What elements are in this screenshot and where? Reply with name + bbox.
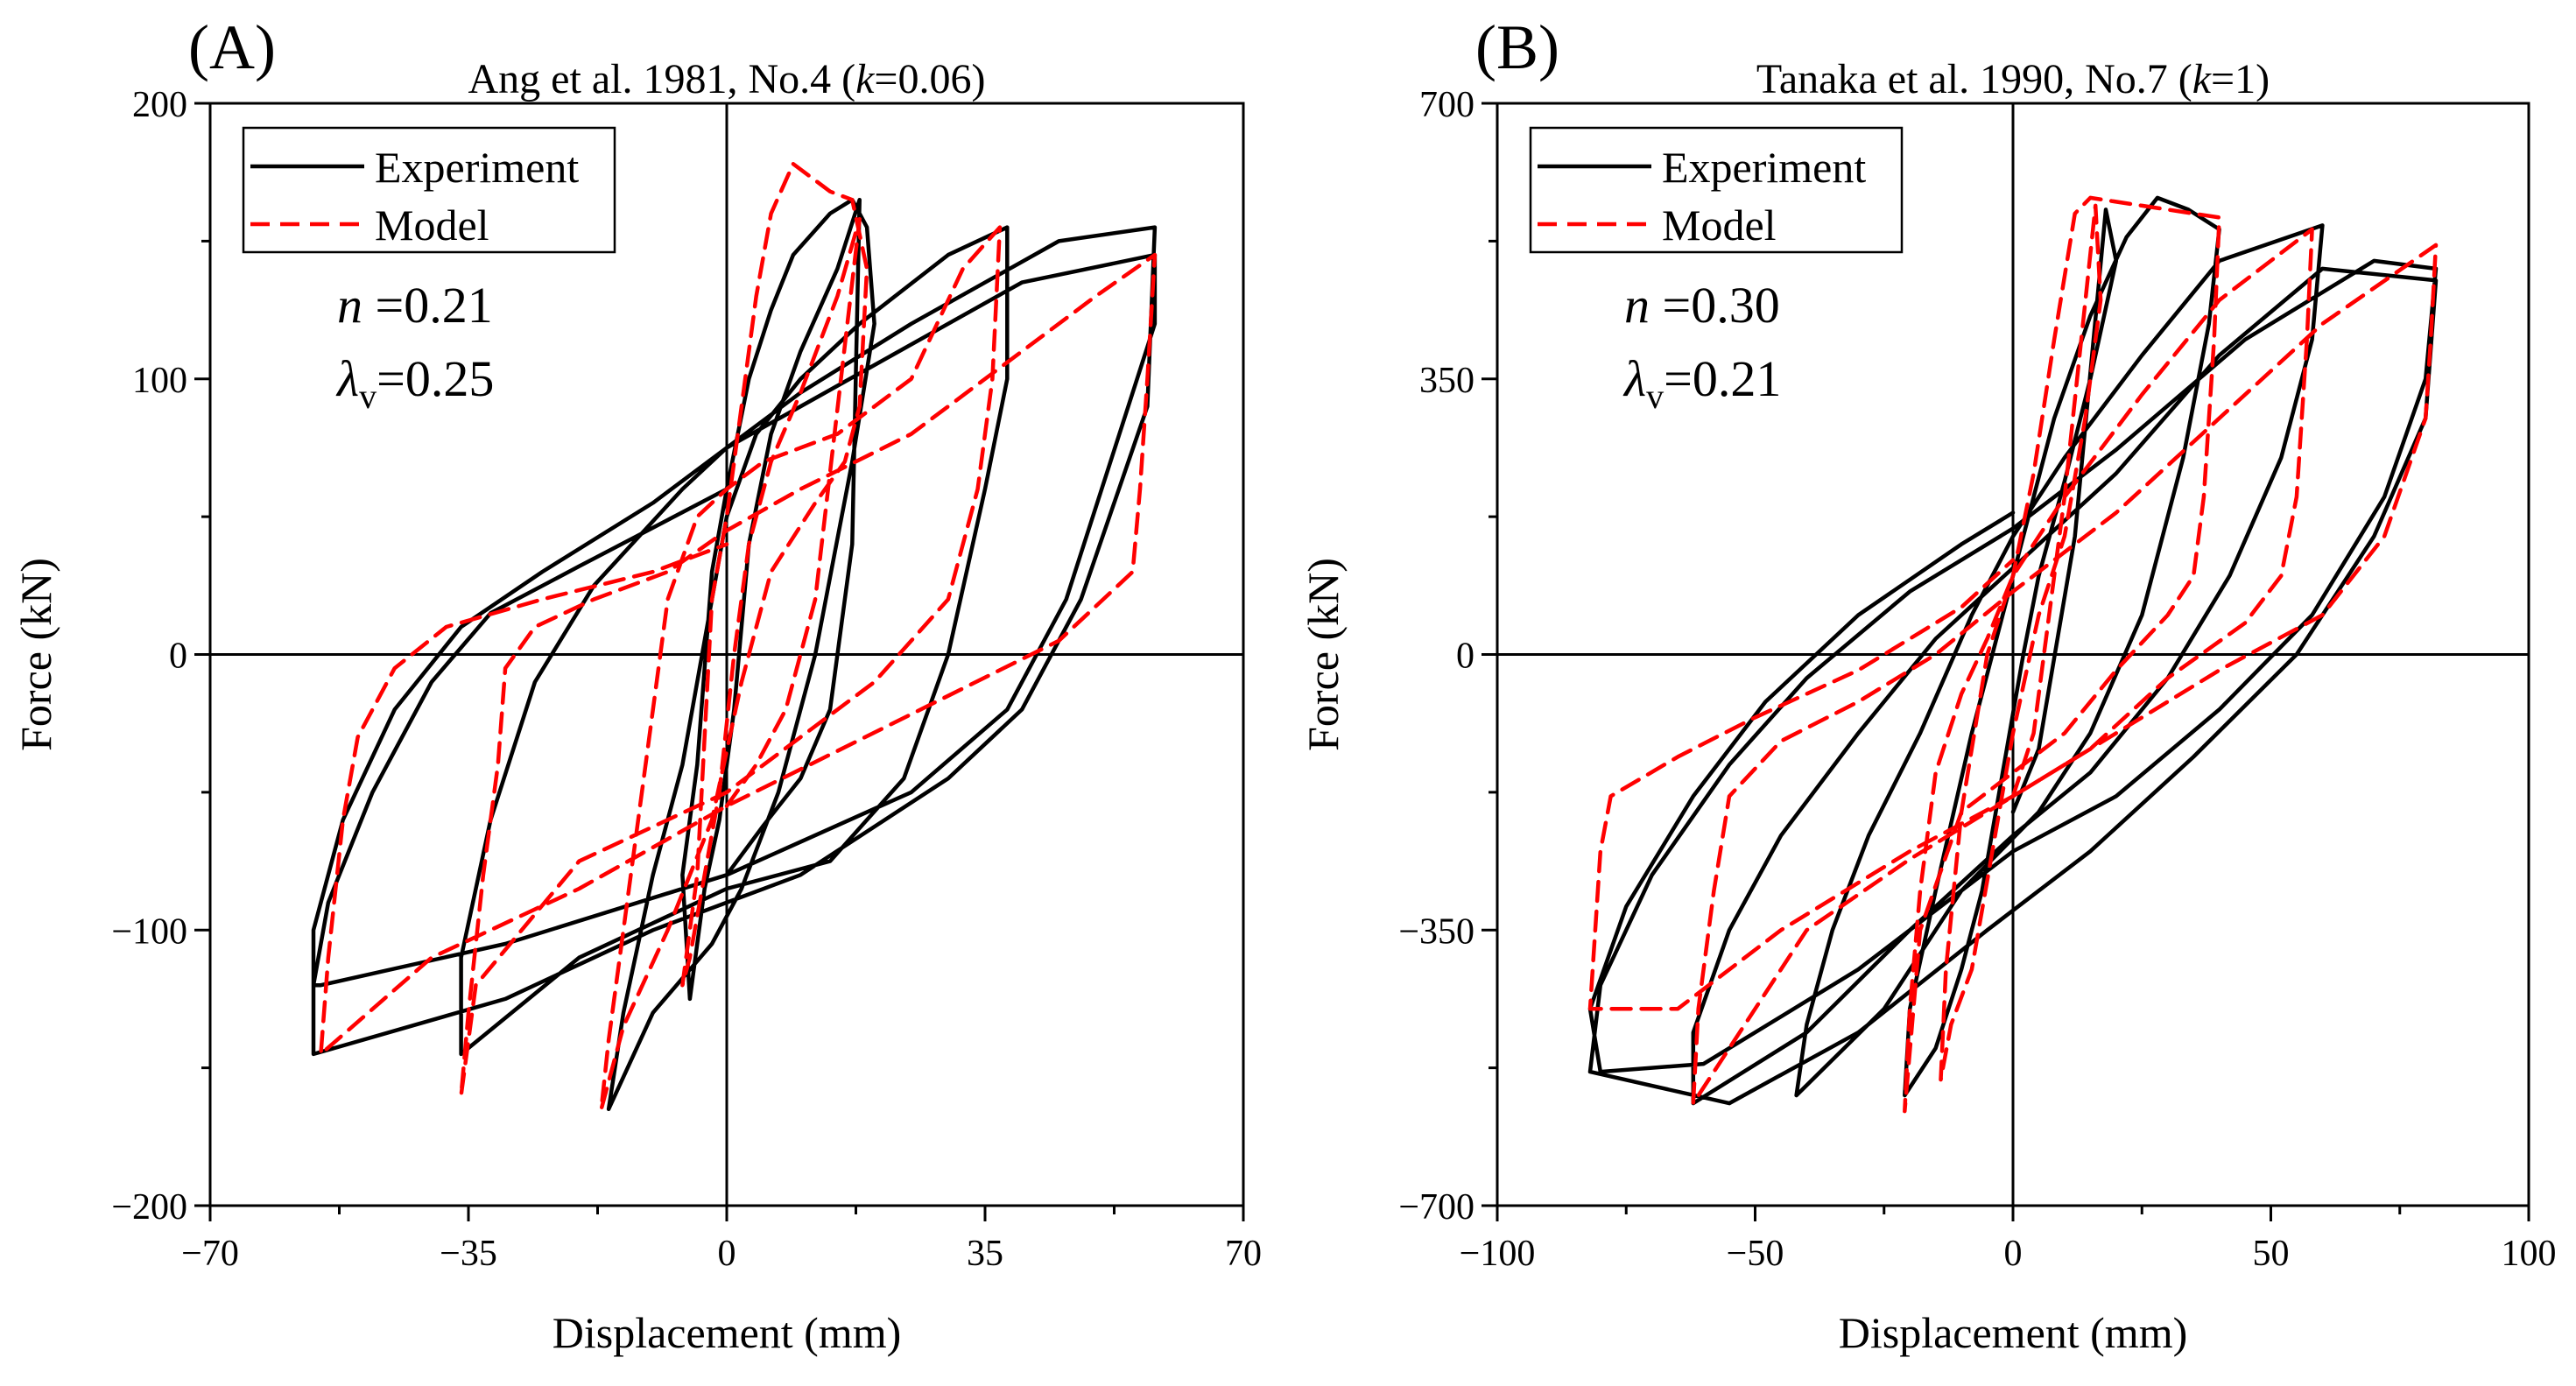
y-tick-label: 200 <box>132 85 187 125</box>
param-symbol: λ <box>335 350 359 407</box>
param-text: n =0.30 <box>1624 277 1780 334</box>
param-subscript: v <box>1646 376 1664 416</box>
y-tick-label: −100 <box>111 911 187 952</box>
param-text: λv=0.21 <box>1622 350 1781 416</box>
x-tick-label: −50 <box>1727 1234 1784 1274</box>
legend-box <box>242 126 616 254</box>
y-tick-label: 700 <box>1419 85 1475 125</box>
param-text: n =0.21 <box>337 277 493 334</box>
param-value: =0.25 <box>377 350 494 407</box>
x-tick-label: −35 <box>440 1234 497 1274</box>
chart-title: Ang et al. 1981, No.4 (k=0.06) <box>468 56 986 102</box>
panel-b: −100 −50 0 50 100 −700 −350 0 350 700 Displacement… <box>1299 12 2557 1357</box>
x-tick-label: 50 <box>2253 1234 2290 1274</box>
param-symbol: λ <box>1622 350 1646 407</box>
legend: Experiment Model <box>1529 126 1904 254</box>
param-value: =0.21 <box>1664 350 1781 407</box>
series-line-model <box>319 161 1158 1112</box>
y-tick-label: 100 <box>132 361 187 401</box>
y-axis-label: Force (kN) <box>11 558 60 751</box>
title-k: k <box>855 56 876 102</box>
legend-label: Model <box>1662 201 1777 250</box>
param-symbol: n <box>1624 277 1650 334</box>
title-rest: =1) <box>2211 56 2270 102</box>
x-tick-label: 100 <box>2502 1234 2557 1274</box>
legend-label: Experiment <box>375 143 579 192</box>
x-tick-label: 0 <box>718 1234 736 1274</box>
series-group <box>311 161 1158 1112</box>
param-value: =0.21 <box>362 277 493 334</box>
series-group <box>1587 195 2439 1114</box>
x-tick-label: 35 <box>967 1234 1003 1274</box>
legend-box <box>1529 126 1904 254</box>
series-line-model <box>1587 195 2439 1114</box>
x-tick-label: −70 <box>181 1234 239 1274</box>
y-tick-label: −700 <box>1398 1187 1475 1228</box>
title-main: Ang et al. 1981, No.4 ( <box>468 56 856 102</box>
legend: Experiment Model <box>242 126 616 254</box>
y-tick-label: −350 <box>1398 911 1475 952</box>
y-tick-label: 0 <box>169 637 187 677</box>
title-k: k <box>2192 56 2213 102</box>
y-tick-label: 350 <box>1419 361 1475 401</box>
x-axis-label: Displacement (mm) <box>1839 1308 2188 1357</box>
title-rest: =0.06) <box>874 56 985 102</box>
x-tick-label: −100 <box>1460 1234 1536 1274</box>
param-symbol: n <box>337 277 362 334</box>
legend-label: Experiment <box>1662 143 1866 192</box>
y-tick-label: 0 <box>1456 637 1475 677</box>
chart-title: Tanaka et al. 1990, No.7 (k=1) <box>1756 56 2270 102</box>
param-subscript: v <box>359 376 377 416</box>
title-main: Tanaka et al. 1990, No.7 ( <box>1756 56 2192 102</box>
panel-label: (A) <box>188 12 276 82</box>
panel-label: (B) <box>1475 12 1559 82</box>
x-tick-label: 70 <box>1225 1234 1262 1274</box>
series-line-experiment <box>311 197 1158 1112</box>
param-value: =0.30 <box>1650 277 1780 334</box>
y-tick-label: −200 <box>111 1187 187 1228</box>
y-axis-label: Force (kN) <box>1299 558 1348 751</box>
x-axis-label: Displacement (mm) <box>553 1308 902 1357</box>
param-text: λv=0.25 <box>335 350 494 416</box>
legend-label: Model <box>375 201 489 250</box>
x-tick-label: 0 <box>2004 1234 2023 1274</box>
panel-a: −70 −35 0 35 70 −200 −100 0 100 200 Displacement (… <box>11 12 1262 1357</box>
